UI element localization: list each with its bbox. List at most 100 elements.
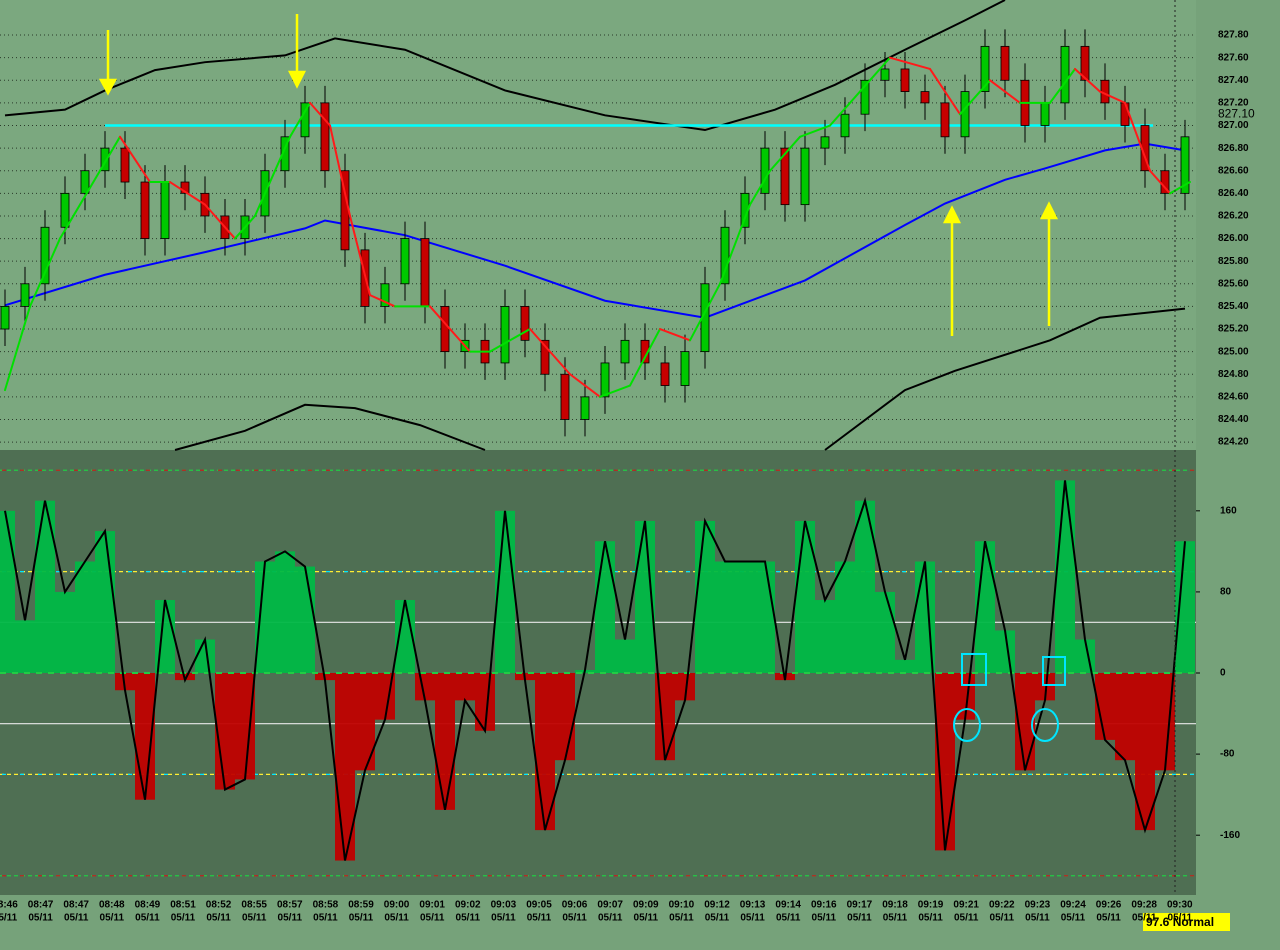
x-time-label: 09:22: [989, 900, 1015, 911]
fast-line-segment: [349, 214, 371, 297]
overlay-line: [824, 307, 1186, 451]
y-tick-label: 827.60: [1218, 52, 1249, 63]
fast-line-segment: [659, 328, 691, 342]
x-time-label: 09:16: [811, 900, 837, 911]
status-box: [1143, 913, 1230, 931]
candle-body: [120, 147, 130, 183]
fast-line-segment: [309, 101, 331, 127]
x-date-label: 05/11: [598, 913, 623, 924]
oscillator-bar: [835, 561, 855, 674]
oscillator-bar: [35, 500, 55, 674]
oscillator-bar: [1035, 673, 1055, 701]
y-tick-label: 824.20: [1218, 437, 1249, 448]
oscillator-bar: [15, 620, 35, 674]
fast-line-segment: [329, 124, 351, 217]
candle-body: [0, 306, 10, 330]
oscillator-bar: [295, 566, 315, 674]
x-time-label: 09:13: [740, 900, 766, 911]
candle-body: [900, 68, 910, 92]
candle-body: [880, 68, 890, 81]
candle-body: [320, 102, 330, 172]
oscillator-bar: [215, 673, 235, 790]
x-date-label: 05/11: [278, 913, 303, 924]
x-time-label: 09:28: [1131, 900, 1157, 911]
oscillator-bar: [455, 673, 475, 701]
oscillator-bar: [855, 500, 875, 674]
x-time-label: 09:06: [562, 900, 588, 911]
x-date-label: 05/11: [562, 913, 587, 924]
fast-line-segment: [689, 282, 721, 342]
candle-body: [600, 362, 610, 398]
y-tick-label: 827.80: [1218, 30, 1249, 41]
x-time-label: 08:49: [135, 900, 161, 911]
arrow-head: [942, 205, 962, 224]
x-date-label: 05/11: [135, 913, 160, 924]
oscillator-bar: [875, 591, 895, 674]
oscillator-bar: [1115, 673, 1135, 761]
oscillator-bar: [595, 541, 615, 674]
x-time-label: 08:46: [0, 900, 18, 911]
fast-line-segment: [1049, 67, 1076, 104]
fast-line-segment: [959, 79, 991, 116]
x-time-label: 09:17: [847, 900, 873, 911]
candle-body: [1000, 45, 1010, 81]
oscillator-bar: [895, 659, 915, 674]
oscillator-bar: [1155, 673, 1175, 771]
x-date-label: 05/11: [669, 913, 694, 924]
overlay-line: [4, 0, 1006, 132]
y-tick-label: -80: [1220, 749, 1235, 760]
fast-line-segment: [629, 328, 661, 387]
candle-body: [140, 181, 150, 239]
x-date-label: 05/11: [847, 913, 872, 924]
oscillator-bar: [275, 551, 295, 674]
fast-line-segment: [1124, 101, 1151, 172]
y-tick-label: 824.80: [1218, 369, 1249, 380]
x-date-label: 05/11: [28, 913, 53, 924]
candle-body: [1060, 45, 1070, 104]
x-date-label: 05/11: [206, 913, 231, 924]
fast-line-segment: [859, 56, 891, 93]
y-tick-label: 827.40: [1218, 75, 1249, 86]
x-date-label: 05/11: [1061, 913, 1086, 924]
candle-body: [780, 147, 790, 206]
oscillator-bar: [95, 531, 115, 674]
status-label: 97.6 Normal: [1146, 915, 1214, 929]
oscillator-bar: [715, 561, 735, 674]
arrow-head: [287, 70, 307, 89]
candle-body: [520, 306, 530, 341]
x-date-label: 05/11: [313, 913, 338, 924]
x-date-label: 05/11: [242, 913, 267, 924]
candle-body: [380, 283, 390, 307]
candle-body: [1040, 102, 1050, 126]
candle-body: [280, 136, 290, 172]
x-date-label: 05/11: [634, 913, 659, 924]
x-time-label: 08:55: [241, 900, 267, 911]
y-tick-label: 825.80: [1218, 256, 1249, 267]
oscillator-bar: [795, 520, 815, 674]
x-time-label: 09:14: [775, 900, 801, 911]
oscillator-bar: [235, 673, 255, 780]
y-tick-label: 827.20: [1218, 98, 1249, 109]
oscillator-bar: [75, 561, 95, 674]
candle-body: [40, 226, 50, 285]
x-date-label: 05/11: [1168, 913, 1193, 924]
arrow-head: [98, 78, 118, 96]
candle-body: [660, 362, 670, 386]
oscillator-bar: [115, 673, 135, 691]
fast-line-segment: [599, 384, 631, 398]
x-time-label: 08:47: [63, 900, 89, 911]
arrows: [98, 14, 1059, 336]
oscillator-bar: [1135, 673, 1155, 831]
oscillator-bar: [675, 673, 695, 701]
oscillator-bar: [395, 600, 415, 674]
oscillator-bar: [615, 639, 635, 674]
candle-body: [80, 170, 90, 194]
x-time-label: 08:51: [170, 900, 196, 911]
candle-body: [20, 283, 30, 307]
y-tick-label: 160: [1220, 505, 1237, 516]
y-tick-label: -160: [1220, 830, 1240, 841]
fast-line-segment: [989, 79, 1021, 104]
fast-line-segment: [799, 124, 831, 138]
oscillator-bar: [475, 673, 495, 731]
x-date-label: 05/11: [812, 913, 837, 924]
